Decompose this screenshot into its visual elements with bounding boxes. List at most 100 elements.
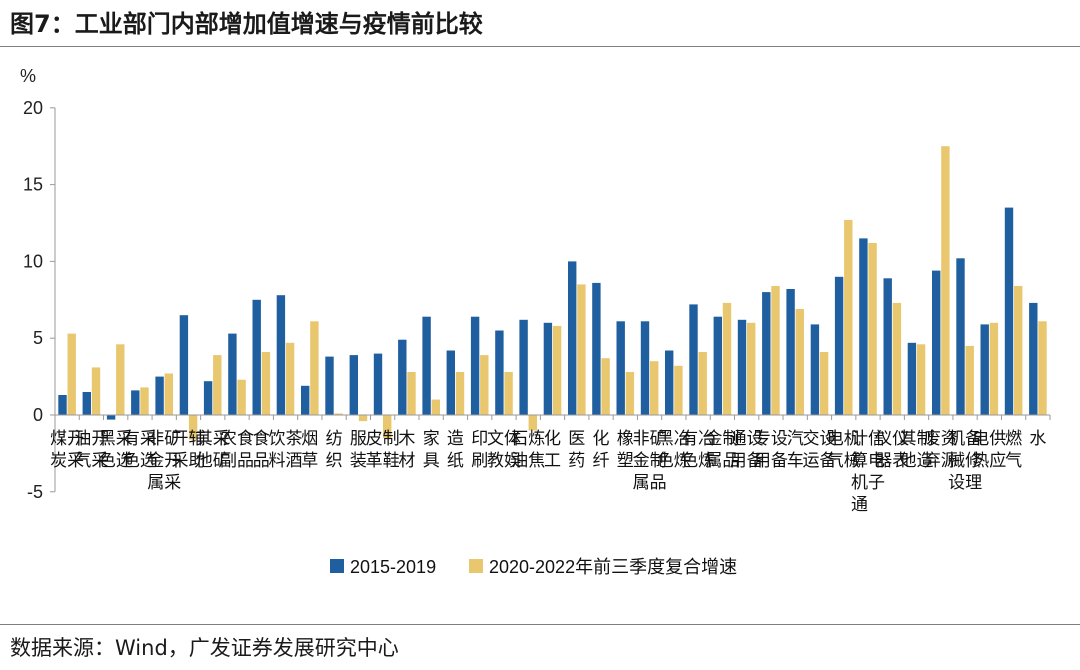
bar-s2-3 <box>140 387 149 415</box>
category-label-30: 汽车 <box>787 429 804 471</box>
bar-s1-25 <box>665 350 674 415</box>
bar-s1-10 <box>301 385 310 415</box>
bar-s1-40 <box>1029 302 1038 415</box>
bar-s2-40 <box>1038 321 1047 415</box>
bar-s1-18 <box>495 330 504 415</box>
category-label-27: 金属制品 <box>705 429 739 471</box>
bar-s1-1 <box>82 392 91 415</box>
category-label-17: 印刷 <box>471 429 488 471</box>
bar-s1-20 <box>543 322 553 415</box>
y-tick-label: 15 <box>23 175 43 195</box>
bar-s2-29 <box>771 286 780 415</box>
bar-s2-11 <box>334 413 343 415</box>
bar-s1-36 <box>932 270 941 415</box>
category-label-15: 家具 <box>423 429 440 471</box>
bar-s1-7 <box>228 333 237 415</box>
bar-s2-1 <box>91 367 101 415</box>
bar-s1-28 <box>737 319 747 415</box>
bar-s2-9 <box>285 342 295 415</box>
bars <box>58 146 1047 440</box>
bar-s2-2 <box>116 344 125 415</box>
bar-s1-14 <box>398 339 407 415</box>
category-label-31: 交运设备 <box>803 429 837 471</box>
bar-s2-19 <box>528 415 537 431</box>
bar-s1-5 <box>179 315 189 415</box>
bar-s2-37 <box>965 345 974 415</box>
bar-s1-17 <box>470 316 480 415</box>
category-label-8: 食品 <box>253 429 270 471</box>
category-label-2: 黑色采选 <box>99 429 133 471</box>
bar-s1-33 <box>859 238 868 415</box>
category-label-32: 电气机械 <box>827 429 861 471</box>
legend-swatch-s2 <box>469 559 483 573</box>
bar-s1-16 <box>446 350 455 415</box>
bar-s2-23 <box>625 372 635 415</box>
bar-s2-35 <box>916 344 926 415</box>
bar-s2-34 <box>892 302 902 415</box>
bar-s2-20 <box>552 325 562 415</box>
bar-s2-16 <box>455 372 465 415</box>
bar-s2-38 <box>989 322 999 415</box>
bar-s1-11 <box>325 356 334 415</box>
category-label-20: 化工 <box>544 429 561 471</box>
category-label-40: 水 <box>1029 429 1046 449</box>
bar-s2-5 <box>188 415 198 440</box>
x-axis <box>54 414 1051 420</box>
legend-swatch-s1 <box>330 559 344 573</box>
category-label-33: 计算机通信电子 <box>851 429 885 515</box>
bar-s1-30 <box>786 289 795 415</box>
bar-s2-8 <box>261 352 271 415</box>
category-label-28: 通用设备 <box>730 429 764 471</box>
source-divider <box>0 624 1080 625</box>
category-label-26: 有色冶炼 <box>681 429 715 471</box>
category-label-35: 其他制造 <box>900 429 934 471</box>
category-label-12: 服装 <box>350 429 367 471</box>
category-label-38: 电热供应 <box>972 429 1006 471</box>
category-label-11: 纺织 <box>326 429 343 471</box>
bar-s1-22 <box>592 282 601 415</box>
category-label-9: 饮料茶酒 <box>269 429 303 471</box>
category-label-0: 煤炭开采 <box>50 429 84 471</box>
y-tick-label: 0 <box>33 405 43 425</box>
category-label-23: 橡塑 <box>617 429 634 471</box>
category-label-39: 燃气 <box>1005 429 1022 471</box>
category-label-18: 文教体娱 <box>487 429 521 471</box>
legend: 2015-2019 2020-2022年前三季度复合增速 <box>330 557 737 577</box>
bar-s1-37 <box>956 258 965 415</box>
category-labels: 煤炭开采油气开采黑色采选有色采选非金属矿开采开采辅助其他采矿农副食品食品饮料茶酒… <box>50 429 1046 515</box>
bar-s1-3 <box>131 390 140 415</box>
y-tick-label: 20 <box>23 98 43 118</box>
bar-s1-2 <box>106 415 116 420</box>
bar-s1-29 <box>762 292 771 415</box>
bar-s2-17 <box>480 355 489 415</box>
category-label-29: 专用设备 <box>754 429 788 471</box>
bar-s1-13 <box>373 353 383 415</box>
legend-label-s2: 2020-2022年前三季度复合增速 <box>489 557 737 577</box>
category-label-10: 烟草 <box>301 429 318 471</box>
bar-s1-32 <box>834 276 844 415</box>
category-label-25: 黑色冶炼 <box>657 429 691 471</box>
bar-s1-8 <box>252 299 261 415</box>
category-label-6: 其他采矿 <box>196 429 230 471</box>
bar-s2-15 <box>431 399 440 415</box>
category-label-5: 开采辅助 <box>172 429 206 471</box>
category-label-19: 石油炼焦 <box>511 429 545 471</box>
bar-s2-13 <box>383 415 392 438</box>
category-label-22: 化纤 <box>593 429 610 471</box>
bar-s2-36 <box>941 146 950 415</box>
y-tick-label: 10 <box>23 251 43 271</box>
bar-s2-31 <box>819 352 829 415</box>
bar-s2-30 <box>795 309 804 415</box>
bar-s1-12 <box>349 355 358 415</box>
y-axis: -5 0 5 10 15 20% <box>20 66 56 502</box>
bar-s2-28 <box>747 322 756 415</box>
category-label-37: 机械设备修理 <box>948 429 982 493</box>
category-label-14: 木材 <box>398 429 415 471</box>
title-divider <box>0 46 1080 47</box>
bar-s2-39 <box>1014 286 1023 415</box>
bar-s2-14 <box>407 372 416 415</box>
bar-s2-27 <box>722 302 732 415</box>
category-label-7: 农副食品 <box>220 429 254 471</box>
bar-s1-21 <box>568 261 577 415</box>
